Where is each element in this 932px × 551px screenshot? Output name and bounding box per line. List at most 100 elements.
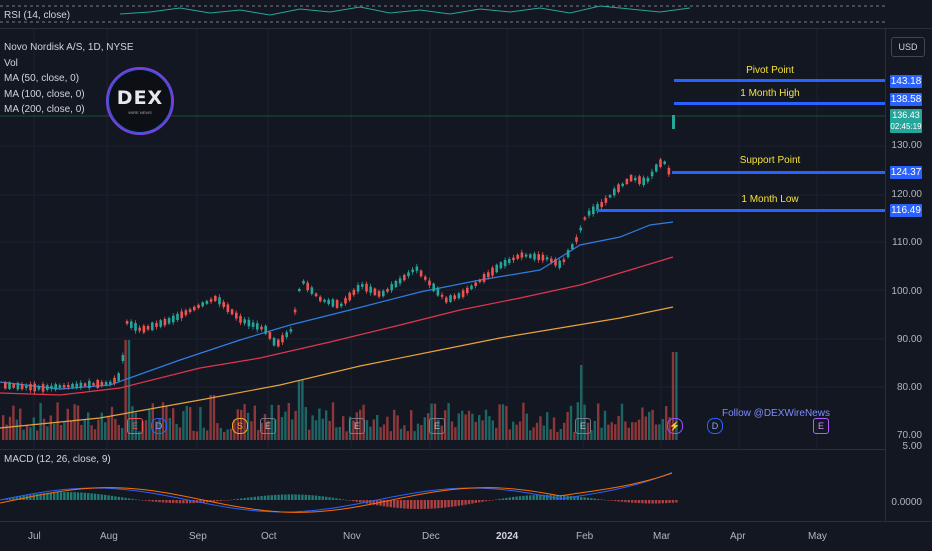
volume-bar (121, 428, 124, 440)
volume-bar (56, 402, 59, 440)
split-icon[interactable]: S (232, 418, 248, 434)
volume-bar (644, 416, 647, 440)
volume-bar (576, 402, 579, 440)
volume-bar (382, 424, 386, 440)
candle (16, 383, 20, 390)
candle (613, 188, 616, 196)
macd-histogram-bar (114, 496, 117, 500)
bar-countdown: 02:45:19 (890, 122, 922, 131)
macd-histogram-bar (457, 500, 460, 506)
macd-histogram-bar (539, 494, 542, 500)
time-tick: Apr (730, 531, 746, 542)
candle (243, 319, 246, 324)
candle (184, 310, 188, 316)
volume-bar (168, 417, 171, 440)
macd-histogram-bar (610, 500, 613, 501)
candle (440, 294, 444, 297)
volume-bar (175, 424, 178, 440)
macd-histogram-bar (586, 497, 590, 500)
volume-bar (413, 431, 416, 440)
volume-bar (637, 419, 641, 440)
candle (109, 381, 112, 385)
macd-histogram-bar (15, 497, 18, 500)
pivot-point-line (674, 79, 886, 82)
volume-bar (284, 411, 287, 440)
rsi-pane[interactable]: RSI (14, close) (0, 0, 885, 26)
macd-histogram-bar (563, 495, 566, 500)
volume-bar (127, 340, 131, 440)
follow-text: Follow @DEXWireNews (722, 408, 830, 419)
volume-bar (529, 430, 532, 440)
volume-bar (379, 427, 382, 440)
one-month-high-value: 138.58 (890, 93, 922, 106)
earnings-icon[interactable]: E (813, 418, 829, 434)
legend-ma200[interactable]: MA (200, close, 0) (4, 104, 85, 115)
volume-bar (36, 430, 39, 440)
volume-bar (484, 409, 488, 440)
candle (20, 384, 24, 390)
candle (407, 272, 410, 277)
volume-bar (658, 424, 661, 440)
symbol-title[interactable]: Novo Nordisk A/S, 1D, NYSE (4, 42, 134, 53)
macd-histogram-bar (49, 492, 52, 500)
macd-histogram-bar (488, 500, 491, 501)
candle (310, 287, 314, 294)
candle (512, 257, 515, 261)
volume-bar (624, 421, 627, 440)
volume-bar (328, 420, 331, 440)
macd-histogram-bar (583, 497, 586, 500)
candle (302, 280, 305, 284)
price-chart[interactable] (0, 0, 885, 520)
candle (92, 383, 95, 386)
candle (125, 321, 129, 324)
candle (293, 309, 297, 313)
candle (545, 257, 549, 260)
macd-histogram-bar (178, 500, 182, 504)
earnings-icon[interactable]: E (260, 418, 276, 434)
earnings-icon[interactable]: E (429, 418, 445, 434)
candle (529, 254, 532, 258)
volume-bar (345, 431, 348, 440)
earnings-icon[interactable]: E (575, 418, 591, 434)
candle (587, 210, 591, 216)
earnings-icon[interactable]: E (349, 418, 365, 434)
macd-histogram-bar (202, 500, 205, 503)
candle (58, 385, 62, 388)
volume-bar (342, 416, 345, 440)
earnings-icon[interactable]: E (127, 418, 143, 434)
legend-vol[interactable]: Vol (4, 57, 18, 69)
volume-bar (376, 414, 379, 440)
dividend-icon[interactable]: D (707, 418, 723, 434)
volume-bar (172, 408, 175, 440)
candle (327, 299, 330, 304)
macd-histogram-bar (229, 499, 233, 501)
candle (209, 299, 213, 302)
volume-bar (107, 417, 110, 440)
candle (151, 322, 154, 331)
time-axis[interactable] (0, 521, 932, 551)
macd-histogram-bar (243, 497, 246, 500)
macd-histogram-bar (100, 494, 103, 500)
candle (33, 383, 36, 392)
candle (566, 250, 570, 258)
volume-bar (216, 423, 219, 440)
macd-histogram-bar (515, 496, 518, 500)
legend-ma100[interactable]: MA (100, close, 0) (4, 88, 85, 100)
candle (197, 304, 200, 308)
macd-histogram-bar (505, 497, 508, 500)
dividend-icon[interactable]: D (151, 418, 167, 434)
macd-histogram-bar (355, 500, 358, 502)
macd-histogram-bar (287, 494, 290, 500)
currency-button[interactable]: USD (891, 37, 925, 57)
macd-histogram-bar (182, 500, 185, 504)
candle (335, 300, 339, 308)
macd-histogram-bar (671, 500, 675, 503)
legend-ma50[interactable]: MA (50, close, 0) (4, 73, 80, 84)
lightning-icon[interactable]: ⚡ (667, 418, 683, 434)
macd-histogram-bar (399, 500, 403, 509)
macd-histogram-bar (12, 497, 15, 500)
volume-bar (454, 427, 457, 440)
candle (83, 383, 87, 387)
volume-bar (246, 412, 250, 440)
candle (466, 287, 469, 294)
